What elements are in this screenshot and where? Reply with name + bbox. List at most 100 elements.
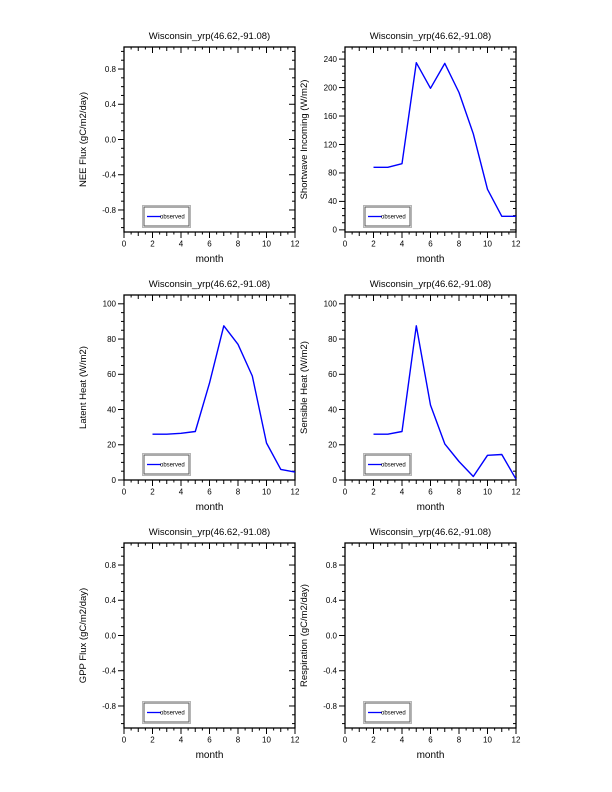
series-line-observed [152, 325, 296, 473]
x-tick-label: 12 [291, 736, 300, 745]
panel-title: Wisconsin_yrp(46.62,-91.08) [149, 527, 270, 538]
x-tick-label: 6 [428, 240, 433, 249]
legend-box [143, 702, 190, 723]
legend-box-outer [142, 453, 191, 476]
axis-tick-labels: 0 2 4 6 8 10 12 -0.8 -0.4 0.0 0.4 0.8 [102, 561, 300, 745]
y-tick-label: 0.0 [326, 631, 338, 640]
x-tick-label: 0 [122, 736, 127, 745]
x-tick-label: 6 [207, 240, 212, 249]
x-tick-label: 12 [512, 488, 521, 497]
y-tick-label: 40 [328, 197, 337, 206]
plot-frame [344, 542, 517, 729]
y-tick-label: 0.8 [326, 561, 338, 570]
x-tick-label: 2 [150, 240, 155, 249]
y-axis-label: Latent Heat (W/m2) [78, 346, 89, 429]
y-tick-label: 0.8 [105, 65, 117, 74]
x-tick-label: 6 [428, 488, 433, 497]
x-axis-label: month [196, 502, 224, 513]
axis-ticks [118, 543, 296, 734]
axis-ticks [118, 47, 296, 238]
x-axis-label: month [196, 254, 224, 265]
x-tick-label: 4 [400, 736, 405, 745]
x-tick-label: 8 [457, 240, 462, 249]
legend-box-outer [363, 701, 412, 724]
legend-box [364, 454, 411, 475]
legend-label: observed [381, 215, 406, 221]
legend-label: observed [160, 711, 185, 717]
panel-respiration: Wisconsin_yrp(46.62,-91.08) 0 2 4 6 8 10 12 -0.8… [281, 519, 541, 782]
panel-gpp-flux: Wisconsin_yrp(46.62,-91.08) 0 2 4 6 8 10 12 -0.8… [60, 519, 320, 782]
legend-box-outer [142, 205, 191, 228]
y-tick-label: 240 [324, 55, 338, 64]
x-tick-label: 6 [207, 736, 212, 745]
y-tick-label: 100 [324, 300, 338, 309]
axis-tick-labels: 0 2 4 6 8 10 12 -0.8 -0.4 0.0 0.4 0.8 [323, 561, 521, 745]
y-axis-label: Respiration (gC/m2/day) [299, 584, 310, 687]
y-tick-label: -0.4 [102, 171, 116, 180]
y-tick-label: -0.8 [102, 206, 116, 215]
legend-box [143, 206, 190, 227]
y-tick-label: 0.4 [105, 596, 117, 605]
chart-nee-flux: Wisconsin_yrp(46.62,-91.08) 0 2 4 6 8 10 12 -0.8… [78, 31, 300, 265]
panel-nee-flux: Wisconsin_yrp(46.62,-91.08) 0 2 4 6 8 10 12 -0.8… [60, 23, 320, 286]
axis-ticks [339, 543, 517, 734]
x-tick-label: 4 [179, 240, 184, 249]
x-tick-label: 8 [236, 736, 241, 745]
panel-title: Wisconsin_yrp(46.62,-91.08) [370, 279, 491, 290]
x-tick-label: 12 [512, 240, 521, 249]
y-axis-label: GPP Flux (gC/m2/day) [78, 588, 89, 683]
legend-box-outer [363, 205, 412, 228]
plot-frame [123, 46, 296, 233]
y-tick-label: 0 [333, 226, 338, 235]
axis-tick-labels: 0 2 4 6 8 10 12 0 20 40 60 80 100 [103, 300, 300, 497]
chart-gpp-flux: Wisconsin_yrp(46.62,-91.08) 0 2 4 6 8 10 12 -0.8… [78, 527, 300, 761]
x-tick-label: 2 [371, 736, 376, 745]
legend-box [364, 206, 411, 227]
y-tick-label: 0 [333, 476, 338, 485]
x-tick-label: 12 [291, 240, 300, 249]
series-line-observed [373, 62, 516, 218]
legend-box-outer [363, 453, 412, 476]
x-tick-label: 0 [122, 240, 127, 249]
y-tick-label: 80 [107, 335, 116, 344]
axis-ticks [339, 47, 517, 238]
x-tick-label: 10 [262, 736, 271, 745]
y-tick-label: 40 [328, 405, 337, 414]
x-tick-label: 8 [457, 488, 462, 497]
x-tick-label: 4 [179, 736, 184, 745]
chart-sensible-heat: Wisconsin_yrp(46.62,-91.08) 0 2 4 6 8 10 12 0 20 4… [299, 279, 521, 513]
legend-box-outer [142, 701, 191, 724]
x-tick-label: 2 [371, 488, 376, 497]
x-tick-label: 6 [207, 488, 212, 497]
x-tick-label: 10 [483, 488, 492, 497]
y-tick-label: 40 [107, 405, 116, 414]
x-tick-label: 0 [343, 736, 348, 745]
y-tick-label: 20 [328, 441, 337, 450]
panel-title: Wisconsin_yrp(46.62,-91.08) [370, 527, 491, 538]
y-tick-label: 0.0 [105, 135, 117, 144]
x-tick-label: 12 [512, 736, 521, 745]
y-tick-label: 100 [103, 300, 117, 309]
y-axis-label: Shortwave Incoming (W/m2) [299, 80, 310, 200]
legend-label: observed [381, 711, 406, 717]
x-tick-label: 10 [262, 488, 271, 497]
y-tick-label: 160 [324, 112, 338, 121]
chart-respiration: Wisconsin_yrp(46.62,-91.08) 0 2 4 6 8 10 12 -0.8… [299, 527, 521, 761]
plot-frame [123, 294, 296, 481]
x-axis-label: month [417, 502, 445, 513]
legend-label: observed [381, 463, 406, 469]
y-tick-label: -0.8 [323, 702, 337, 711]
x-tick-label: 10 [262, 240, 271, 249]
x-tick-label: 4 [179, 488, 184, 497]
y-tick-label: 20 [107, 441, 116, 450]
chart-latent-heat: Wisconsin_yrp(46.62,-91.08) 0 2 4 6 8 10 12 0 20 4… [78, 279, 300, 513]
y-tick-label: 60 [328, 370, 337, 379]
legend-label: observed [160, 215, 185, 221]
plot-frame [344, 294, 517, 481]
plot-frame [344, 46, 517, 233]
y-tick-label: 0 [112, 476, 117, 485]
y-tick-label: 0.8 [105, 561, 117, 570]
y-axis-label: NEE Flux (gC/m2/day) [78, 92, 89, 187]
